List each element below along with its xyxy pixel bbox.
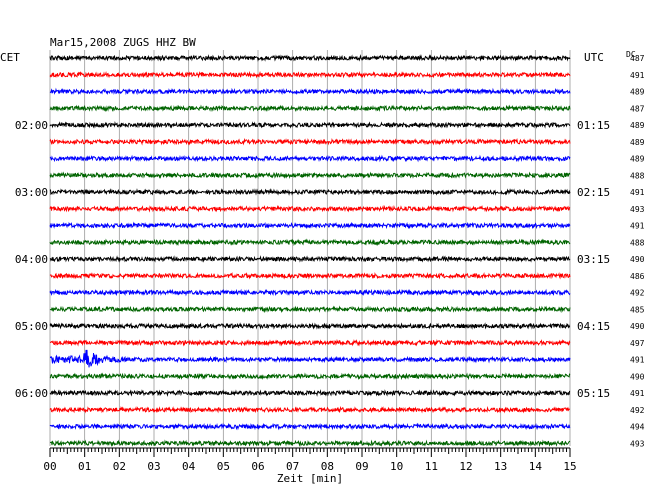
dc-value-5: 489	[630, 138, 645, 147]
trace-line-19	[49, 372, 571, 381]
dc-value-15: 485	[630, 305, 645, 314]
x-tick-label-2: 02	[113, 460, 126, 473]
vertical-gridlines	[49, 50, 571, 446]
x-tick-label-13: 13	[494, 460, 507, 473]
x-tick-label-14: 14	[529, 460, 543, 473]
dc-value-0: 487	[630, 54, 645, 63]
left-hour-label-0: 02:00	[15, 119, 48, 132]
dc-value-23: 493	[630, 439, 645, 448]
x-tick-label-3: 03	[147, 460, 160, 473]
trace-line-3	[49, 104, 571, 113]
dc-value-20: 491	[630, 389, 645, 398]
seismic-traces	[49, 54, 571, 448]
dc-value-13: 486	[630, 272, 645, 281]
trace-line-9	[49, 204, 571, 213]
dc-value-1: 491	[630, 71, 645, 80]
x-axis-label: Zeit [min]	[277, 472, 343, 485]
x-tick-label-8: 08	[321, 460, 334, 473]
x-tick-label-15: 15	[563, 460, 576, 473]
right-hour-label-2: 03:15	[577, 253, 610, 266]
right-hour-label-1: 02:15	[577, 186, 610, 199]
x-tick-label-4: 04	[182, 460, 196, 473]
x-tick-label-7: 07	[286, 460, 299, 473]
trace-line-8	[49, 188, 571, 196]
trace-line-6	[49, 154, 571, 163]
trace-line-1	[49, 70, 571, 79]
dc-values: 487 491 489 487 489 489 489 488 491 493 491 488 490 4…	[630, 54, 645, 448]
left-hour-labels: 02:00 03:00 04:00 05:00 06:00	[15, 119, 48, 400]
left-hour-label-3: 05:00	[15, 320, 48, 333]
dc-value-10: 491	[630, 222, 645, 231]
dc-value-11: 488	[630, 238, 645, 247]
dc-label: DC	[626, 50, 636, 59]
x-tick-label-12: 12	[459, 460, 472, 473]
trace-line-18	[49, 349, 571, 368]
right-hour-label-4: 05:15	[577, 387, 610, 400]
x-tick-label-6: 06	[251, 460, 264, 473]
dc-value-4: 489	[630, 121, 645, 130]
trace-line-12	[49, 255, 571, 263]
dc-value-12: 490	[630, 255, 645, 264]
dc-value-7: 488	[630, 171, 645, 180]
chart-title: Mar15,2008 ZUGS HHZ BW	[50, 36, 196, 49]
x-axis-ticks: 00 01 02 03 04 05 06 07 08 09 10 11 12 13 14 15	[43, 448, 577, 473]
trace-line-22	[49, 422, 571, 431]
trace-line-2	[49, 87, 571, 96]
dc-value-19: 490	[630, 372, 645, 381]
trace-line-13	[49, 271, 571, 280]
trace-line-23	[49, 439, 571, 448]
dc-value-14: 492	[630, 289, 645, 298]
x-tick-label-0: 00	[43, 460, 56, 473]
trace-line-17	[49, 338, 571, 347]
trace-line-15	[49, 305, 571, 314]
dc-value-9: 493	[630, 205, 645, 214]
right-hour-label-3: 04:15	[577, 320, 610, 333]
left-hour-label-1: 03:00	[15, 186, 48, 199]
dc-value-6: 489	[630, 155, 645, 164]
x-tick-label-11: 11	[425, 460, 438, 473]
trace-line-20	[49, 389, 571, 397]
trace-line-10	[49, 221, 571, 230]
trace-line-21	[49, 405, 571, 414]
right-hour-label-0: 01:15	[577, 119, 610, 132]
dc-value-18: 491	[630, 356, 645, 365]
dc-value-17: 497	[630, 339, 645, 348]
dc-value-3: 487	[630, 104, 645, 113]
trace-line-7	[49, 171, 571, 180]
left-hour-label-2: 04:00	[15, 253, 48, 266]
right-timezone-label: UTC	[584, 51, 604, 64]
dc-value-22: 494	[630, 423, 645, 432]
left-timezone-label: CET	[0, 51, 20, 64]
left-hour-label-4: 06:00	[15, 387, 48, 400]
trace-line-4	[49, 121, 571, 129]
dc-value-8: 491	[630, 188, 645, 197]
dc-value-16: 490	[630, 322, 645, 331]
trace-line-14	[49, 288, 571, 297]
x-tick-label-5: 05	[217, 460, 230, 473]
x-tick-label-9: 09	[355, 460, 368, 473]
trace-line-0	[49, 54, 571, 62]
x-tick-label-10: 10	[390, 460, 403, 473]
trace-line-11	[49, 238, 571, 247]
x-tick-label-1: 01	[78, 460, 91, 473]
trace-line-5	[49, 137, 571, 146]
dc-value-2: 489	[630, 88, 645, 97]
trace-line-16	[49, 322, 571, 330]
dc-value-21: 492	[630, 406, 645, 415]
right-hour-labels: 01:15 02:15 03:15 04:15 05:15	[577, 119, 610, 400]
